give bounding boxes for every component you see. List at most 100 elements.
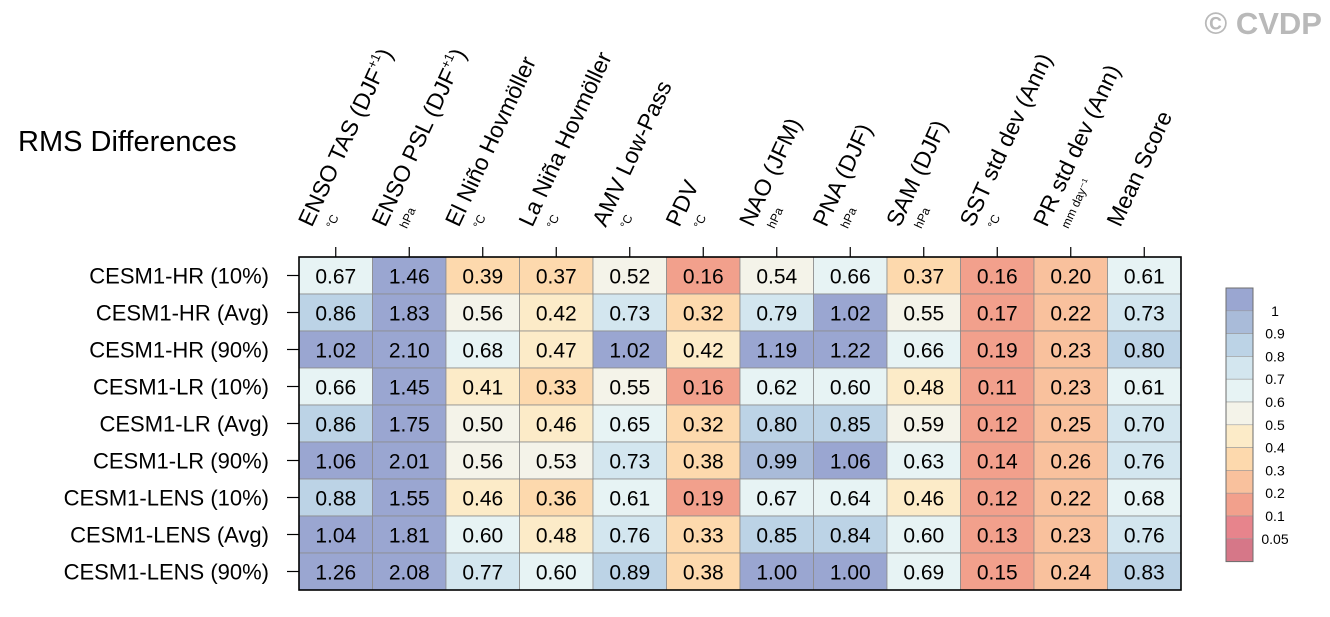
heatmap-cell [1107,515,1182,554]
column-unit: °C [470,212,489,230]
heatmap-cell [886,293,961,332]
cell-value: 0.38 [683,451,724,474]
cell-value: 0.22 [1050,488,1091,511]
colorbar-label: 0.2 [1265,485,1285,501]
heatmap-cell [372,404,447,443]
colorbar-label: 1 [1271,303,1279,319]
column-unit: °C [323,212,342,230]
cell-value: 0.23 [1050,340,1091,363]
colorbar-swatch [1225,378,1254,403]
cell-value: 0.56 [462,303,503,326]
cell-value: 0.66 [830,266,871,289]
colorbar-swatch [1225,333,1254,357]
heatmap-cell [1107,478,1182,517]
cell-value: 0.61 [609,488,650,511]
cell-value: 0.42 [683,340,724,363]
cell-value: 0.60 [536,562,577,585]
heatmap-cell [666,515,741,554]
column-unit: hPa [397,205,419,231]
heatmap-cell [1107,256,1182,295]
cell-value: 0.79 [756,303,797,326]
cell-value: 1.83 [389,303,430,326]
heatmap-cell [739,330,814,369]
colorbar-swatch [1225,515,1254,540]
colorbar-swatch [1225,538,1254,562]
colorbar-swatch [1225,356,1254,380]
colorbar-swatch [1225,447,1254,471]
heatmap-cell [519,404,594,443]
heatmap-cell [1033,515,1108,554]
cell-value: 0.66 [315,377,356,400]
heatmap-cell [1107,552,1182,591]
heatmap-cell [372,515,447,554]
heatmap-cell [372,552,447,591]
cell-value: 0.85 [830,414,871,437]
cell-value: 1.02 [609,340,650,363]
colorbar-swatch [1225,287,1254,312]
heatmap-cell [813,256,888,295]
cell-value: 0.60 [462,525,503,548]
heatmap-cell [813,330,888,369]
cell-value: 0.99 [756,451,797,474]
heatmap-cell [1107,330,1182,369]
cell-value: 0.46 [903,488,944,511]
cell-value: 0.19 [683,488,724,511]
cell-value: 0.61 [1124,266,1165,289]
heatmap-cell [298,515,373,554]
heatmap-cell [886,441,961,480]
cell-value: 0.56 [462,451,503,474]
heatmap-cell [960,515,1035,554]
column-unit: °C [544,212,563,230]
heatmap-cell [1107,404,1182,443]
cell-value: 0.73 [609,303,650,326]
cell-value: 0.52 [609,266,650,289]
heatmap-cell [592,293,667,332]
cell-value: 0.32 [683,303,724,326]
cell-value: 1.06 [830,451,871,474]
colorbar-label: 0.5 [1265,417,1285,433]
colorbar-swatch [1225,310,1254,334]
column-unit: hPa [764,205,786,231]
colorbar-label: 0.4 [1265,440,1285,456]
column-label-text: Mean Score [1101,107,1177,230]
heatmap-cell [960,404,1035,443]
column-header: Mean Score [1101,107,1177,230]
row-label: CESM1-LENS (10%) [64,486,269,511]
cell-value: 0.54 [756,266,797,289]
heatmap-cell [739,478,814,517]
row-label: CESM1-LENS (Avg) [70,523,269,548]
column-label: Mean Score [1101,107,1177,230]
cell-value: 0.76 [1124,525,1165,548]
column-unit: °C [985,212,1004,230]
cell-value: 0.14 [977,451,1018,474]
cell-value: 1.26 [315,562,356,585]
heatmap-cell [592,552,667,591]
heatmap-cell [372,256,447,295]
cell-value: 0.23 [1050,377,1091,400]
cell-value: 1.45 [389,377,430,400]
heatmap-cell [666,330,741,369]
heatmap-cell [298,256,373,295]
heatmap-cell [1107,293,1182,332]
heatmap-cell [813,552,888,591]
heatmap-cell [519,478,594,517]
heatmap-cell [666,552,741,591]
colorbar-label: 0.05 [1261,531,1288,547]
cell-value: 0.83 [1124,562,1165,585]
row-label: CESM1-LR (10%) [93,375,269,400]
heatmap-cell [886,256,961,295]
cell-value: 0.42 [536,303,577,326]
colorbar-label: 0.7 [1265,371,1285,387]
cell-value: 0.23 [1050,525,1091,548]
heatmap-cell [886,330,961,369]
heatmap-cell [1107,367,1182,406]
chart-title: RMS Differences [18,126,237,158]
cell-value: 0.67 [315,266,356,289]
heatmap-cell [298,552,373,591]
cell-value: 0.85 [756,525,797,548]
cell-value: 1.81 [389,525,430,548]
heatmap-cell [666,293,741,332]
cell-value: 0.33 [683,525,724,548]
copyright-mark: © CVDP [1204,6,1322,41]
cell-value: 0.12 [977,488,1018,511]
